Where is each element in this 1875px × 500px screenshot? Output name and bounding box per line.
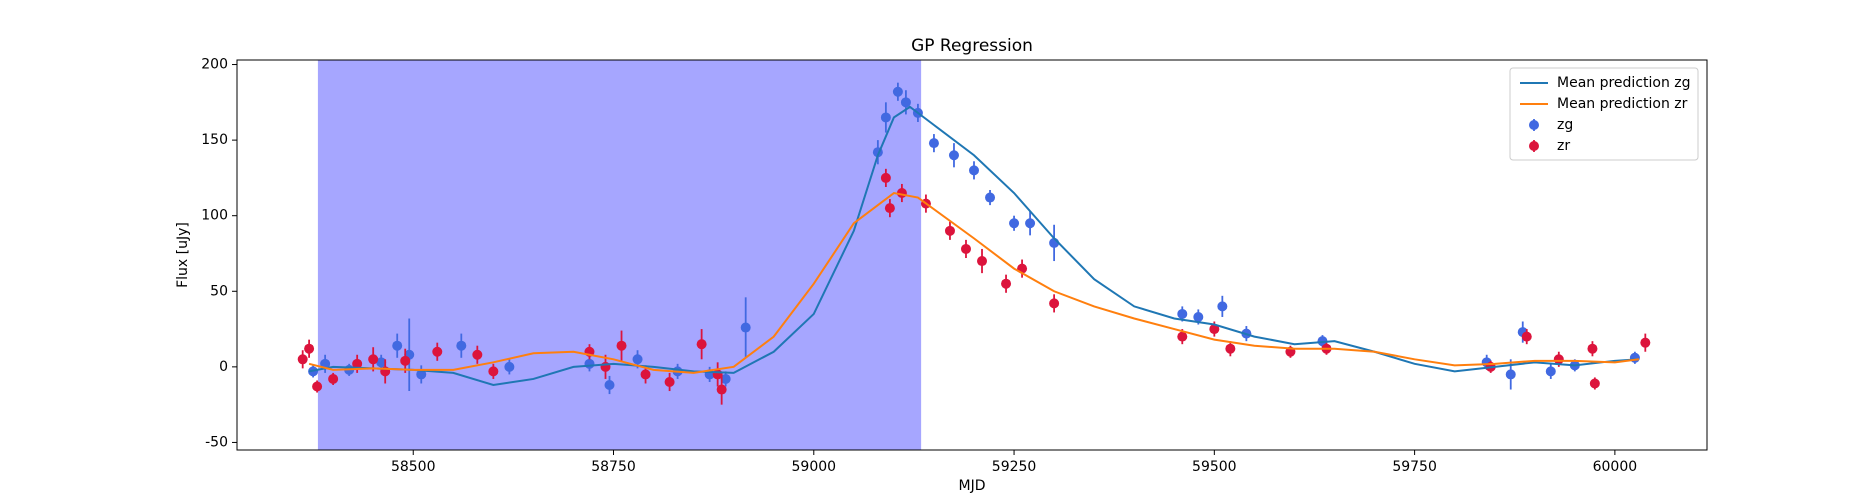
data-point [900, 97, 911, 108]
data-point [1505, 369, 1516, 380]
data-point [977, 256, 988, 267]
data-point [1640, 337, 1651, 348]
data-point [368, 354, 379, 365]
data-point [716, 384, 727, 395]
data-point [1049, 298, 1060, 309]
data-point [720, 373, 731, 384]
data-point [488, 366, 499, 377]
legend-swatch [1529, 120, 1539, 130]
legend-label: Mean prediction zr [1557, 96, 1688, 112]
plot-area [297, 60, 1651, 450]
x-tick-label: 59750 [1392, 459, 1437, 475]
data-point [880, 112, 891, 123]
data-point [740, 322, 751, 333]
legend-swatch [1529, 141, 1539, 151]
data-point [400, 355, 411, 366]
data-point [948, 150, 959, 161]
mean-line [308, 191, 1640, 374]
data-point [1001, 278, 1012, 289]
legend-box [1509, 67, 1699, 161]
x-tick-label: 60000 [1593, 459, 1638, 475]
data-point [432, 346, 443, 357]
data-point [632, 354, 643, 365]
data-point [297, 354, 308, 365]
shaded-span [317, 60, 922, 450]
data-point [304, 343, 315, 354]
legend-label: zg [1557, 117, 1573, 133]
x-tick-label: 59500 [1192, 459, 1237, 475]
y-tick-label: 200 [201, 57, 228, 73]
chart-title: GP Regression [911, 36, 1033, 56]
data-point [1521, 331, 1532, 342]
y-tick-label: 150 [201, 132, 228, 148]
data-point [928, 138, 939, 149]
data-point [1025, 218, 1036, 229]
data-point [892, 86, 903, 97]
axes-frame [236, 59, 1708, 451]
y-tick-label: 100 [201, 208, 228, 224]
data-point [1545, 366, 1556, 377]
data-point [392, 340, 403, 351]
data-point [1629, 352, 1640, 363]
mean-line [308, 105, 1639, 387]
data-point [1217, 301, 1228, 312]
data-point [472, 349, 483, 360]
data-point [640, 369, 651, 380]
data-point [604, 380, 615, 390]
data-point [664, 376, 675, 387]
data-point [328, 373, 339, 384]
data-point [1193, 311, 1204, 322]
data-point [616, 340, 627, 351]
data-point [1177, 331, 1188, 342]
y-tick-label: 0 [219, 359, 228, 375]
data-point [376, 357, 387, 368]
data-point [456, 340, 467, 351]
x-tick-label: 59000 [792, 459, 837, 475]
data-point [985, 192, 996, 203]
data-point [504, 361, 515, 372]
data-point [880, 172, 891, 183]
data-point [969, 165, 980, 176]
x-axis-label: MJD [959, 478, 986, 494]
data-point [1209, 324, 1220, 335]
data-point [1589, 378, 1600, 389]
data-point [584, 358, 595, 369]
x-tick-label: 59250 [992, 459, 1037, 475]
y-tick-label: 50 [210, 283, 228, 299]
legend-label: Mean prediction zg [1557, 75, 1691, 91]
data-point [884, 203, 895, 214]
data-point [960, 243, 971, 254]
x-tick-label: 58750 [591, 459, 636, 475]
data-point [1587, 343, 1598, 354]
data-point [1009, 218, 1020, 229]
x-tick-label: 58500 [391, 459, 436, 475]
data-point [696, 339, 707, 350]
data-point [1177, 308, 1188, 319]
data-point [312, 381, 323, 392]
y-axis-label: Flux [uJy] [175, 222, 191, 288]
y-tick-label: -50 [205, 434, 228, 450]
data-point [416, 369, 427, 380]
data-point [1225, 343, 1236, 354]
data-point [944, 225, 955, 236]
legend-label: zr [1557, 138, 1570, 154]
data-point [1553, 354, 1564, 365]
data-point [352, 358, 363, 369]
